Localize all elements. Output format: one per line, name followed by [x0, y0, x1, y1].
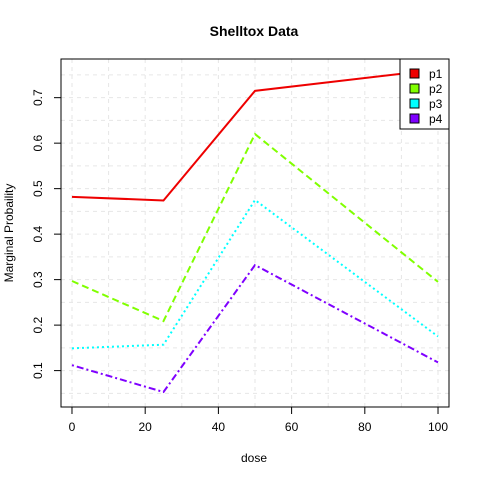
grid — [61, 59, 449, 407]
y-axis: 0.1 0.2 0.3 0.4 0.5 0.6 0.7 — [31, 89, 62, 379]
y-axis-label: Marginal Probaility — [2, 184, 16, 283]
x-tick-label-20: 20 — [139, 420, 153, 434]
legend-swatch-p4 — [409, 113, 420, 124]
legend-swatch-p2 — [409, 83, 420, 94]
chart-title: Shelltox Data — [210, 23, 299, 39]
x-axis-label: dose — [241, 451, 267, 465]
legend-box — [399, 58, 450, 130]
series-lines — [71, 68, 439, 394]
x-tick-label-0: 0 — [69, 420, 76, 434]
y-tick-label-0.1: 0.1 — [31, 362, 45, 379]
y-tick-label-0.5: 0.5 — [31, 180, 45, 197]
legend-swatch-p1 — [409, 68, 420, 79]
x-tick-label-40: 40 — [212, 420, 226, 434]
y-tick-label-0.2: 0.2 — [31, 316, 45, 333]
legend-label-p4: p4 — [429, 112, 443, 126]
y-tick-label-0.3: 0.3 — [31, 271, 45, 288]
x-tick-label-100: 100 — [428, 420, 448, 434]
series-line-p1 — [71, 68, 439, 202]
series-line-p2 — [71, 132, 439, 323]
legend-label-p3: p3 — [429, 97, 443, 111]
y-tick-label-0.7: 0.7 — [31, 89, 45, 106]
x-tick-label-60: 60 — [285, 420, 299, 434]
x-tick-label-80: 80 — [358, 420, 372, 434]
legend-swatch-p3 — [409, 98, 420, 109]
legend-label-p2: p2 — [429, 82, 443, 96]
series-line-p3 — [71, 198, 439, 350]
x-axis: 0 20 40 60 80 100 — [69, 406, 448, 434]
plot-frame — [60, 58, 450, 408]
y-tick-label-0.6: 0.6 — [31, 134, 45, 151]
legend-label-p1: p1 — [429, 67, 443, 81]
series-line-p4 — [71, 263, 439, 394]
y-tick-label-0.4: 0.4 — [31, 225, 45, 242]
